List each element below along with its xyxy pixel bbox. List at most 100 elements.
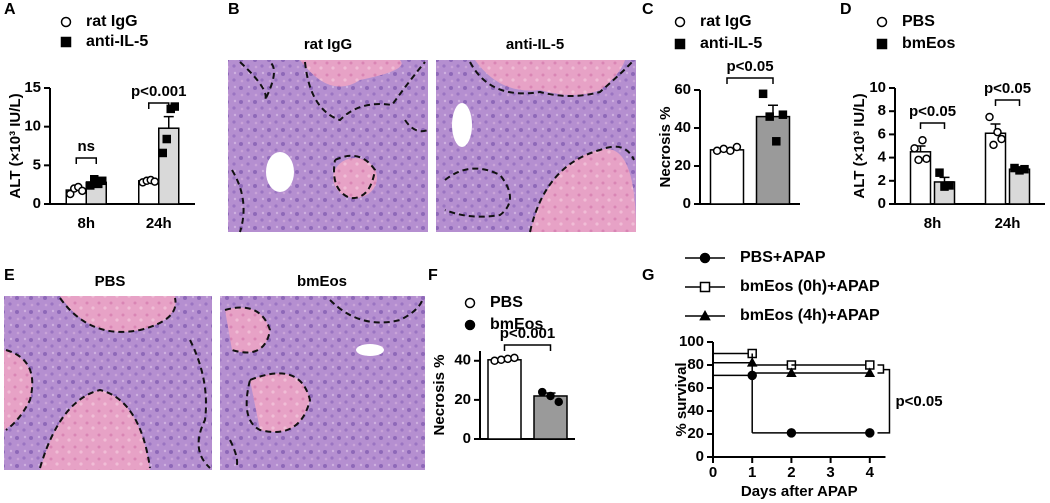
y-axis-label: % survival xyxy=(673,362,690,436)
data-point xyxy=(546,391,555,401)
histology-image xyxy=(228,60,429,233)
data-point xyxy=(503,354,513,364)
legend-label: PBS+APAP xyxy=(740,249,826,266)
legend-label: PBS xyxy=(902,13,935,30)
data-point xyxy=(66,189,75,199)
legend-label: rat IgG xyxy=(86,13,138,30)
panel-label: B xyxy=(228,1,240,18)
y-tick-label: 0 xyxy=(683,195,691,212)
significance-bracket xyxy=(877,364,891,434)
histology-image xyxy=(436,60,636,233)
image-label: bmEos xyxy=(297,273,347,290)
data-point xyxy=(772,137,781,146)
x-tick-label: 0 xyxy=(709,464,717,481)
x-tick-label: 8h xyxy=(924,215,942,232)
legend-marker xyxy=(876,16,888,28)
x-tick-label: 4 xyxy=(866,464,875,481)
x-tick-label: 24h xyxy=(146,215,172,232)
panel-label: D xyxy=(840,1,852,18)
panel-label: A xyxy=(4,1,16,18)
data-point xyxy=(758,89,768,99)
data-point xyxy=(162,134,171,144)
data-point xyxy=(538,387,547,397)
legend-label: PBS xyxy=(490,294,523,311)
significance-bracket xyxy=(148,102,170,109)
legend-marker xyxy=(464,297,476,309)
x-axis-label: Days after APAP xyxy=(741,483,858,500)
y-tick-label: 0 xyxy=(696,448,704,465)
data-point xyxy=(98,176,107,186)
x-tick-label: 2 xyxy=(787,464,795,481)
y-tick-label: 40 xyxy=(687,402,704,419)
y-tick-label: 2 xyxy=(878,172,886,189)
panel-label: F xyxy=(428,267,438,284)
y-tick-label: 10 xyxy=(24,118,41,135)
data-point xyxy=(496,355,506,365)
data-point xyxy=(778,110,788,119)
y-axis-label: ALT (×10³ IU/L) xyxy=(7,93,24,198)
data-point xyxy=(150,177,159,186)
y-tick-label: 80 xyxy=(687,356,704,373)
y-tick-label: 6 xyxy=(878,125,886,142)
data-point xyxy=(726,146,735,156)
data-point xyxy=(945,181,954,190)
data-point xyxy=(914,155,923,165)
y-tick-label: 20 xyxy=(454,391,471,408)
data-point xyxy=(490,356,499,366)
annotation: p<0.05 xyxy=(726,58,773,75)
data-point xyxy=(158,148,167,158)
legend-marker xyxy=(674,38,686,50)
image-label: rat IgG xyxy=(304,36,352,53)
panel-label: C xyxy=(642,1,654,18)
y-tick-label: 5 xyxy=(33,156,41,173)
data-point xyxy=(997,134,1006,144)
data-point xyxy=(993,127,1002,137)
y-tick-label: 15 xyxy=(24,79,41,96)
legend-marker xyxy=(699,309,711,321)
x-tick-label: 8h xyxy=(77,215,95,232)
error-bar xyxy=(163,115,174,129)
histology-image xyxy=(220,296,425,470)
y-tick-label: 0 xyxy=(463,430,471,447)
y-tick-label: 40 xyxy=(674,119,691,136)
legend-label: rat IgG xyxy=(700,13,752,30)
y-tick-label: 0 xyxy=(33,195,41,212)
annotation: p<0.001 xyxy=(131,83,186,100)
data-point xyxy=(864,367,876,377)
data-point xyxy=(1020,164,1029,174)
legend-marker xyxy=(876,38,888,50)
annotation: p<0.05 xyxy=(984,80,1031,97)
annotation: p<0.05 xyxy=(909,103,956,120)
data-point xyxy=(170,102,179,111)
y-tick-label: 20 xyxy=(674,157,691,174)
legend-marker xyxy=(464,319,476,331)
y-tick-label: 4 xyxy=(878,149,887,166)
y-tick-label: 100 xyxy=(679,333,704,350)
data-point xyxy=(732,142,742,152)
image-label: PBS xyxy=(95,273,126,290)
bar xyxy=(709,149,745,205)
y-axis-label: ALT (×10³ IU/L) xyxy=(851,93,868,198)
image-label: anti-IL-5 xyxy=(506,36,564,53)
legend-label: bmEos (0h)+APAP xyxy=(740,278,880,295)
x-tick-label: 1 xyxy=(748,464,756,481)
data-point xyxy=(910,144,919,153)
legend-label: bmEos (4h)+APAP xyxy=(740,307,880,324)
legend-marker xyxy=(699,281,711,293)
significance-bracket xyxy=(919,122,946,129)
legend-label: bmEos xyxy=(490,316,543,333)
data-point xyxy=(78,186,87,196)
panel-label: E xyxy=(4,267,15,284)
x-tick-label: 3 xyxy=(826,464,834,481)
data-point xyxy=(765,112,774,121)
annotation: p<0.001 xyxy=(500,325,555,342)
legend-label: anti-IL-5 xyxy=(700,35,762,52)
annotation: ns xyxy=(77,138,95,155)
annotation: p<0.05 xyxy=(895,393,942,410)
error-bar xyxy=(939,176,950,182)
legend-label: bmEos xyxy=(902,35,955,52)
legend-marker xyxy=(699,252,711,264)
panel-label: G xyxy=(642,267,654,284)
y-tick-label: 10 xyxy=(869,79,886,96)
